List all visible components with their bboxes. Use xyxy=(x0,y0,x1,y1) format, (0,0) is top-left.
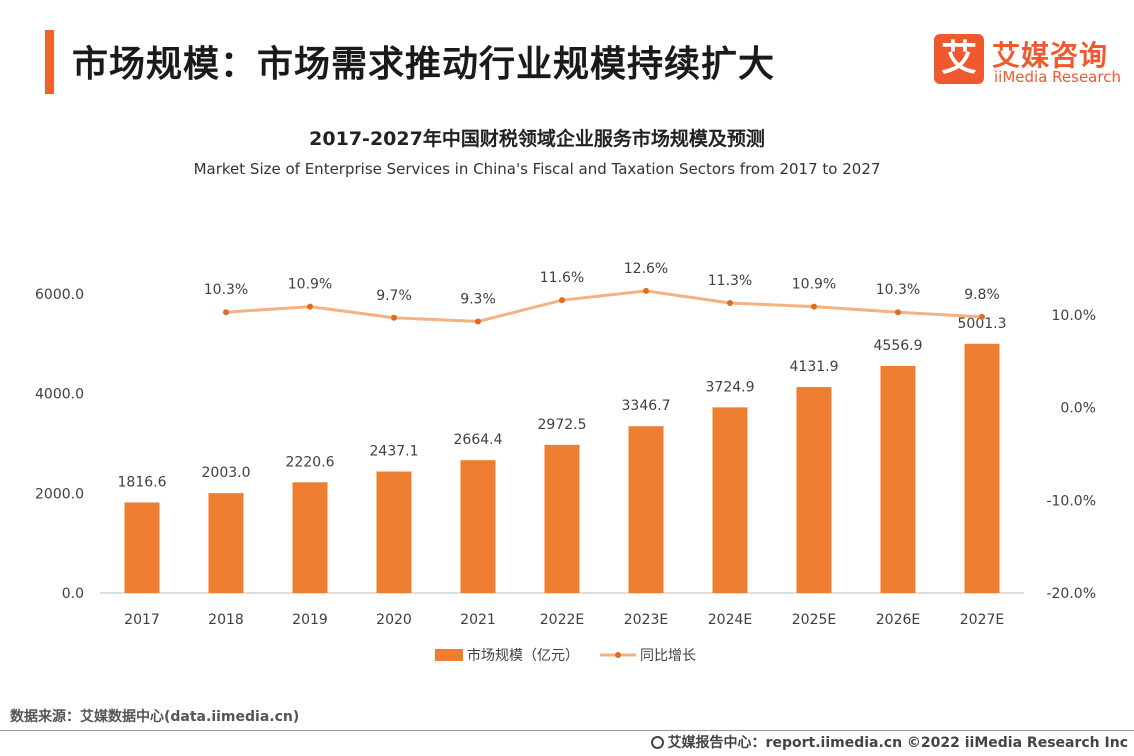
growth-point xyxy=(979,313,985,320)
footer-divider xyxy=(0,730,1134,731)
globe-icon xyxy=(650,736,664,749)
growth-line xyxy=(225,289,983,323)
legend-bar-swatch xyxy=(435,649,463,661)
x-tick-label: 2021 xyxy=(460,612,496,628)
bar xyxy=(880,365,916,593)
bar xyxy=(208,493,244,593)
y-right-tick-label: 10.0% xyxy=(1052,308,1096,324)
legend-line-label: 同比增长 xyxy=(640,648,696,664)
data-source: 数据来源：艾媒数据中心(data.iimedia.cn) xyxy=(10,709,300,725)
growth-value-label: 9.8% xyxy=(964,287,1000,303)
footer-credit-text: 艾媒报告中心：report.iimedia.cn ©2022 iiMedia R… xyxy=(667,735,1128,751)
y-left-tick-label: 2000.0 xyxy=(35,486,84,502)
growth-point xyxy=(811,303,817,310)
y-left-tick-label: 6000.0 xyxy=(35,287,84,303)
legend-line-marker xyxy=(615,652,621,658)
growth-point xyxy=(307,303,313,310)
x-tick-label: 2019 xyxy=(292,612,328,628)
bar-value-label: 2003.0 xyxy=(202,465,251,481)
legend-bar-label: 市场规模（亿元） xyxy=(467,647,579,664)
growth-value-label: 9.3% xyxy=(460,291,496,307)
x-tick-label: 2023E xyxy=(624,612,668,628)
growth-value-label: 10.3% xyxy=(204,282,248,298)
logo-mark-icon: 艾 xyxy=(934,34,984,84)
y-right-tick-label: 0.0% xyxy=(1060,401,1096,417)
bar xyxy=(712,407,748,593)
growth-point xyxy=(475,318,481,325)
footer-credit: 艾媒报告中心：report.iimedia.cn ©2022 iiMedia R… xyxy=(650,732,1128,752)
bar-value-label: 4556.9 xyxy=(874,338,923,354)
logo-text-en: iiMedia Research xyxy=(994,68,1121,86)
brand-logo: 艾 艾媒咨询 iiMedia Research xyxy=(934,34,1121,88)
y-left-tick-label: 4000.0 xyxy=(35,387,84,403)
bar-value-label: 3724.9 xyxy=(706,379,755,395)
bar-value-label: 4131.9 xyxy=(790,359,839,375)
growth-value-label: 11.6% xyxy=(540,270,584,286)
growth-value-label: 12.6% xyxy=(624,261,668,277)
bar xyxy=(796,387,832,593)
growth-point xyxy=(895,309,901,316)
growth-point xyxy=(223,309,229,316)
bar xyxy=(460,460,496,593)
growth-point xyxy=(391,314,397,321)
growth-value-label: 11.3% xyxy=(708,273,752,289)
x-tick-label: 2020 xyxy=(376,612,412,628)
bar xyxy=(964,343,1000,593)
x-tick-label: 2025E xyxy=(792,612,836,628)
growth-point xyxy=(727,299,733,306)
y-right-tick-label: -20.0% xyxy=(1046,586,1096,602)
bar-value-label: 3346.7 xyxy=(622,398,671,414)
chart-canvas: 0.0 2000.0 4000.0 6000.0 -20.0% -10.0% 0.0% 10.… xyxy=(35,261,1096,664)
x-tick-label: 2017 xyxy=(124,612,160,628)
bar-value-label: 2437.1 xyxy=(370,444,419,460)
page-title: 市场规模：市场需求推动行业规模持续扩大 xyxy=(72,44,776,85)
chart-title: 2017-2027年中国财税领域企业服务市场规模及预测 xyxy=(309,128,765,150)
growth-value-label: 9.7% xyxy=(376,288,412,304)
bar-value-label: 5001.3 xyxy=(958,316,1007,332)
growth-point xyxy=(559,297,565,304)
x-tick-label: 2026E xyxy=(876,612,920,628)
y-left-tick-label: 0.0 xyxy=(62,586,84,602)
y-right-tick-label: -10.0% xyxy=(1046,493,1096,509)
x-tick-label: 2022E xyxy=(540,612,584,628)
bar xyxy=(544,444,580,593)
growth-value-label: 10.3% xyxy=(876,282,920,298)
x-tick-label: 2018 xyxy=(208,612,244,628)
bar xyxy=(292,482,328,593)
bar-value-label: 2220.6 xyxy=(286,454,335,470)
x-tick-label: 2027E xyxy=(960,612,1004,628)
growth-point xyxy=(643,287,649,294)
chart-subtitle: Market Size of Enterprise Services in Ch… xyxy=(193,160,881,178)
x-tick-label: 2024E xyxy=(708,612,752,628)
bar xyxy=(376,471,412,593)
growth-value-label: 10.9% xyxy=(288,277,332,293)
logo-text-cn: 艾媒咨询 xyxy=(992,39,1109,72)
bar-value-label: 2664.4 xyxy=(454,432,503,448)
bar-value-label: 1816.6 xyxy=(118,474,167,490)
title-accent-bar xyxy=(45,30,54,94)
bar xyxy=(628,426,664,593)
bar-value-label: 2972.5 xyxy=(538,417,587,433)
bar xyxy=(124,502,160,593)
growth-value-label: 10.9% xyxy=(792,277,836,293)
